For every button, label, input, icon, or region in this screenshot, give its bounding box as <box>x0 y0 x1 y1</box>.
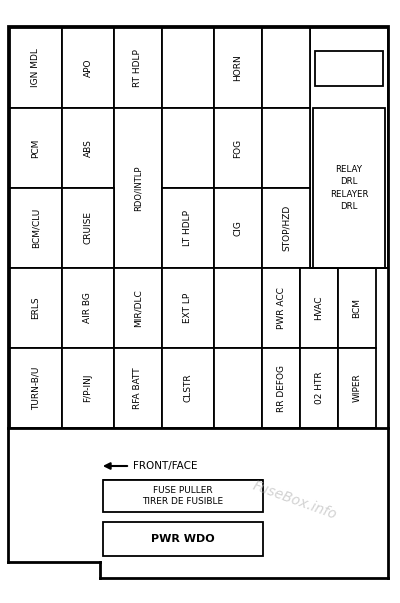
Text: TURN-B/U: TURN-B/U <box>32 366 40 409</box>
Text: RFA BATT: RFA BATT <box>134 367 142 409</box>
Bar <box>62 268 114 348</box>
Text: IGN MDL: IGN MDL <box>32 49 40 87</box>
Bar <box>62 348 114 428</box>
Text: RDO/INTLP: RDO/INTLP <box>134 165 142 211</box>
Text: FOG: FOG <box>234 139 242 157</box>
Bar <box>10 188 62 268</box>
Bar <box>114 348 162 428</box>
Bar <box>8 26 388 428</box>
Text: HORN: HORN <box>234 55 242 81</box>
Bar <box>214 28 262 108</box>
Bar <box>103 480 263 512</box>
Bar <box>315 51 383 86</box>
Text: PCM: PCM <box>32 138 40 158</box>
Bar <box>10 348 62 428</box>
Bar <box>162 188 214 268</box>
Bar <box>162 268 214 348</box>
Bar <box>214 348 262 428</box>
Text: BCM: BCM <box>352 298 362 318</box>
Text: PWR ACC: PWR ACC <box>276 287 286 329</box>
Bar <box>162 28 214 108</box>
Bar <box>10 28 62 108</box>
Text: F/P-INJ: F/P-INJ <box>84 374 92 402</box>
Bar <box>214 268 262 348</box>
Text: HVAC: HVAC <box>314 295 324 320</box>
Text: EXT LP: EXT LP <box>184 293 192 323</box>
Text: CIG: CIG <box>234 220 242 236</box>
Bar <box>262 108 310 188</box>
Bar <box>62 28 114 108</box>
Text: RELAY
DRL
RELAYER
DRL: RELAY DRL RELAYER DRL <box>330 165 368 211</box>
Text: CRUISE: CRUISE <box>84 212 92 244</box>
Bar <box>114 108 162 268</box>
Text: CLSTR: CLSTR <box>184 374 192 402</box>
Bar <box>313 108 385 268</box>
Bar <box>62 108 114 188</box>
Bar <box>338 348 376 428</box>
Text: WIPER: WIPER <box>352 374 362 402</box>
Text: APO: APO <box>84 58 92 77</box>
Text: LT HDLP: LT HDLP <box>184 210 192 246</box>
Text: STOP/HZD: STOP/HZD <box>282 205 290 251</box>
Bar <box>114 268 162 348</box>
Text: FUSE PULLER
TIRER DE FUSIBLE: FUSE PULLER TIRER DE FUSIBLE <box>142 485 224 507</box>
Bar <box>310 28 388 268</box>
Text: ERLS: ERLS <box>32 297 40 320</box>
Text: AIR BG: AIR BG <box>84 292 92 323</box>
Bar <box>162 108 214 188</box>
Text: RT HDLP: RT HDLP <box>134 49 142 87</box>
Bar <box>103 522 263 556</box>
Bar <box>10 268 62 348</box>
Bar <box>338 268 376 348</box>
Bar <box>10 108 62 188</box>
Text: BCM/CLU: BCM/CLU <box>32 208 40 248</box>
Text: MIR/DLC: MIR/DLC <box>134 289 142 327</box>
Text: FRONT/FACE: FRONT/FACE <box>133 461 198 471</box>
Text: 02 HTR: 02 HTR <box>314 371 324 405</box>
Text: FuseBox.info: FuseBox.info <box>251 478 339 522</box>
Bar <box>262 268 300 348</box>
Bar <box>114 28 162 108</box>
Text: RR DEFOG: RR DEFOG <box>276 364 286 411</box>
Bar <box>214 188 262 268</box>
Bar <box>300 348 338 428</box>
Bar <box>300 268 338 348</box>
Text: PWR WDO: PWR WDO <box>151 534 215 544</box>
Bar <box>262 188 310 268</box>
Bar <box>262 28 310 108</box>
Bar <box>62 188 114 268</box>
Bar <box>162 348 214 428</box>
Text: ABS: ABS <box>84 139 92 157</box>
Bar <box>214 108 262 188</box>
Bar <box>262 348 300 428</box>
